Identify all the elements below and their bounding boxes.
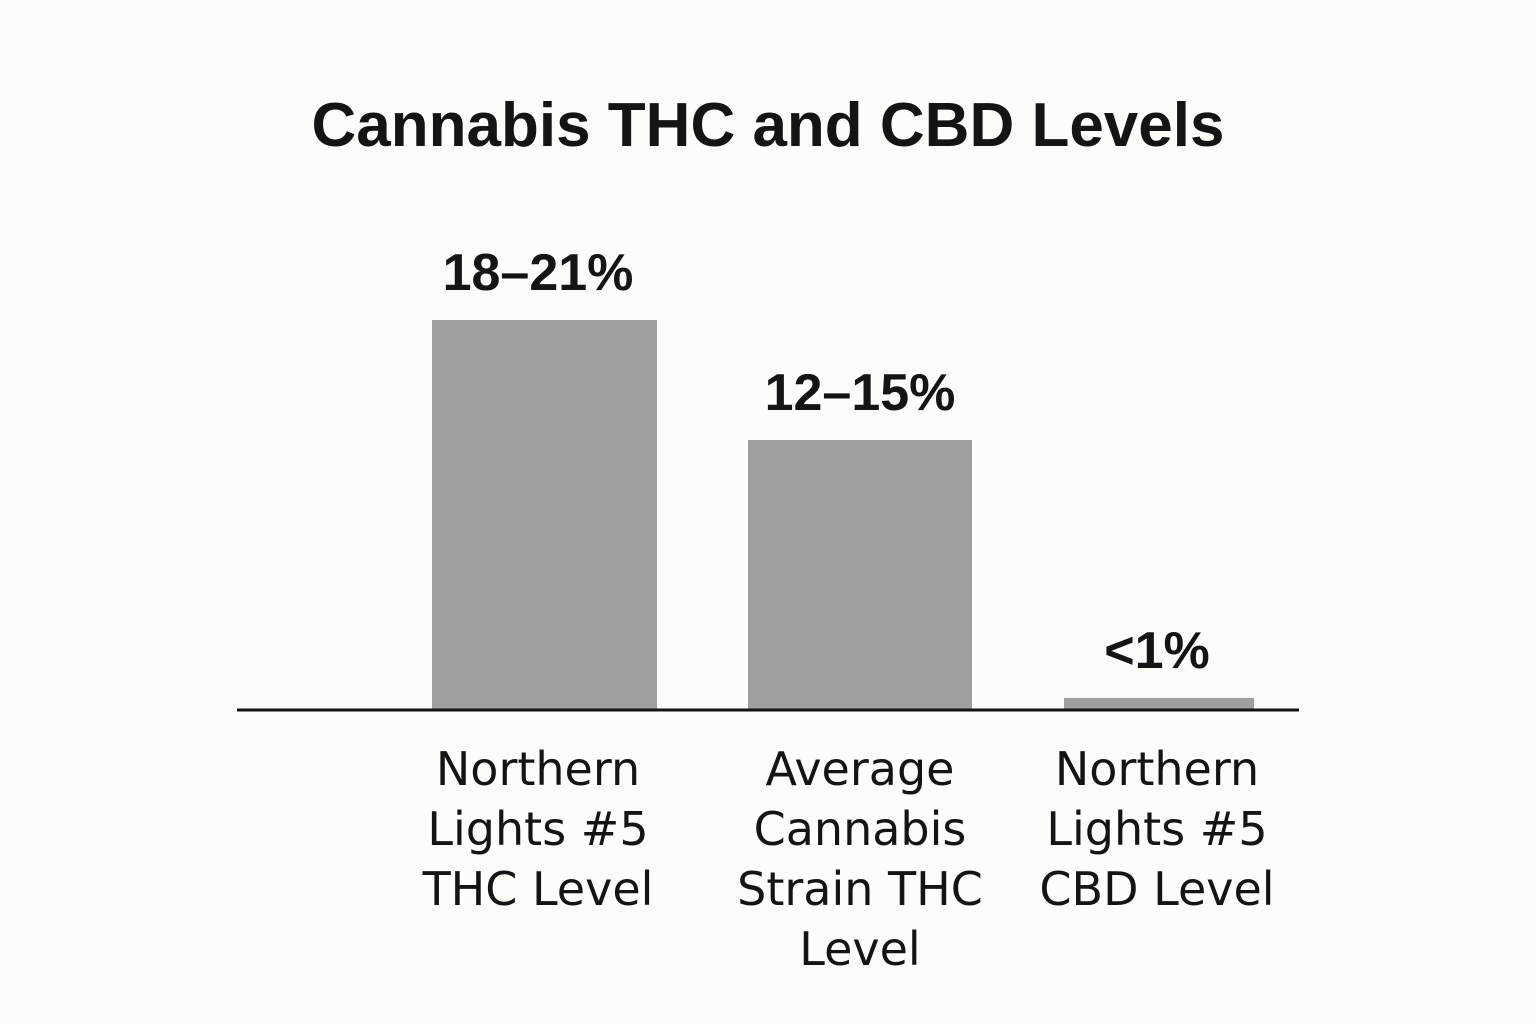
bar-3 (1064, 698, 1254, 710)
chart-title: Cannabis THC and CBD Levels (312, 91, 1225, 160)
value-label-3: <1% (1104, 622, 1210, 680)
value-label-1: 18–21% (443, 244, 634, 302)
value-labels-layer: 18–21% 12–15% <1% (443, 244, 1210, 680)
bars-layer (432, 320, 1254, 710)
category-label-1-line-1: Northern (436, 742, 640, 796)
category-label-2-line-4: Level (799, 922, 920, 976)
category-labels-layer: Northern Lights #5 THC Level Average Cannabi… (422, 742, 1275, 976)
category-label-3-line-3: CBD Level (1039, 862, 1274, 916)
category-label-1-line-3: THC Level (422, 862, 654, 916)
category-label-1: Northern Lights #5 THC Level (422, 742, 654, 916)
category-label-3-line-2: Lights #5 (1046, 802, 1267, 856)
category-label-2-line-3: Strain THC (737, 862, 983, 916)
category-label-2-line-1: Average (766, 742, 955, 796)
category-label-2-line-2: Cannabis (754, 802, 967, 856)
bar-2 (748, 440, 972, 710)
bar-1 (432, 320, 657, 710)
category-label-2: Average Cannabis Strain THC Level (737, 742, 983, 976)
category-label-3-line-1: Northern (1055, 742, 1259, 796)
category-label-1-line-2: Lights #5 (427, 802, 648, 856)
value-label-2: 12–15% (765, 364, 956, 422)
category-label-3: Northern Lights #5 CBD Level (1039, 742, 1274, 916)
